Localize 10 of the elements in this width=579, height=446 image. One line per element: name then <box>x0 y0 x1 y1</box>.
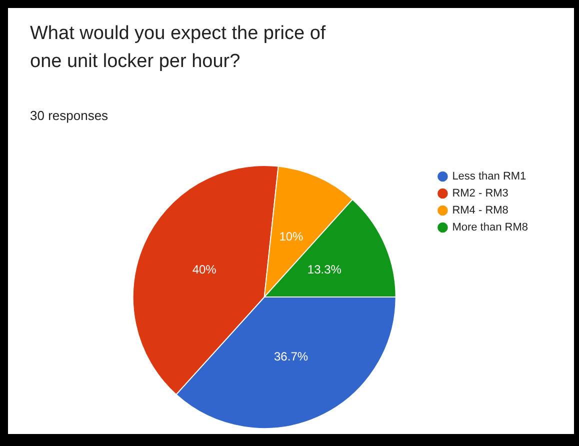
data-label: 36.7% <box>274 349 308 364</box>
chart-title: What would you expect the price of one unit locker per hour? <box>30 22 327 74</box>
legend-label: Less than RM1 <box>452 170 526 183</box>
legend-label: RM4 - RM8 <box>452 204 508 217</box>
legend-label: RM2 - RM3 <box>452 188 508 200</box>
data-label: 13.3% <box>307 262 342 277</box>
chart-subtitle: 30 responses <box>30 108 108 123</box>
data-label: 40% <box>192 262 217 276</box>
data-label: 10% <box>279 229 304 244</box>
legend-label: More than RM8 <box>452 222 528 234</box>
